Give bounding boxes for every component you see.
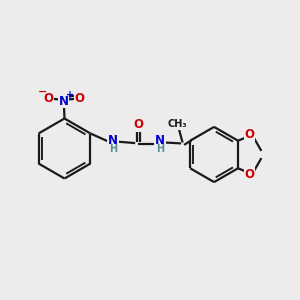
Text: −: − xyxy=(38,86,47,97)
Text: H: H xyxy=(109,144,117,154)
Text: O: O xyxy=(43,92,53,105)
Text: O: O xyxy=(244,168,254,181)
Text: N: N xyxy=(108,134,118,148)
Text: O: O xyxy=(134,118,143,131)
Text: CH₃: CH₃ xyxy=(167,119,187,130)
Text: H: H xyxy=(156,144,164,154)
Text: N: N xyxy=(59,94,69,108)
Text: N: N xyxy=(155,134,165,148)
Text: O: O xyxy=(74,92,85,105)
Text: +: + xyxy=(66,89,74,100)
Text: O: O xyxy=(244,128,254,141)
